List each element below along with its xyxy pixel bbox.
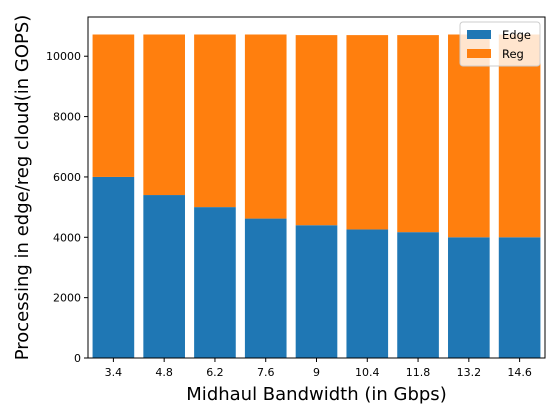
y-tick-label: 0: [74, 352, 81, 365]
bar-reg-6: [397, 35, 439, 233]
bar-reg-5: [346, 35, 389, 230]
x-tick-label: 14.6: [507, 366, 532, 379]
y-tick-label: 2000: [53, 292, 81, 305]
y-tick-label: 6000: [53, 171, 81, 184]
legend-swatch-reg: [467, 49, 491, 58]
x-tick-label: 6.2: [206, 366, 224, 379]
bar-reg-8: [498, 34, 541, 238]
x-axis-label: Midhaul Bandwidth (in Gbps): [186, 384, 446, 405]
x-tick-label: 11.8: [406, 366, 431, 379]
x-tick-label: 10.4: [355, 366, 380, 379]
x-tick-label: 4.8: [155, 366, 173, 379]
y-axis-label: Processing in edge/reg cloud(in GOPS): [12, 15, 33, 361]
bar-reg-0: [92, 34, 135, 177]
legend-label-edge: Edge: [502, 28, 531, 42]
bars-layer: [92, 34, 541, 358]
x-tick-label: 13.2: [457, 366, 482, 379]
bar-reg-7: [448, 34, 490, 238]
bar-reg-4: [295, 35, 338, 226]
bar-edge-6: [397, 232, 439, 358]
legend-label-reg: Reg: [502, 47, 524, 61]
x-tick-label: 9: [313, 366, 320, 379]
bar-edge-4: [295, 225, 338, 358]
legend-swatch-edge: [467, 30, 491, 39]
bar-edge-3: [244, 218, 287, 358]
bar-edge-5: [346, 229, 389, 358]
x-tick-label: 7.6: [257, 366, 275, 379]
bar-edge-8: [498, 237, 541, 358]
bar-edge-0: [92, 176, 135, 358]
ticks-layer: 3.4 4.8 6.2 7.6 9 10.4 11.8 13.2 14.6 0 2000 4000 60…: [46, 50, 532, 379]
bar-reg-2: [194, 34, 236, 208]
y-tick-label: 8000: [53, 111, 81, 124]
bar-reg-1: [143, 34, 185, 196]
y-tick-label: 4000: [53, 231, 81, 244]
bar-reg-3: [244, 34, 287, 219]
bar-edge-1: [143, 195, 185, 358]
bar-edge-2: [194, 207, 236, 358]
x-tick-label: 3.4: [105, 366, 123, 379]
y-tick-label: 10000: [46, 50, 81, 63]
bar-edge-7: [448, 237, 490, 358]
legend: Edge Reg: [459, 21, 541, 67]
